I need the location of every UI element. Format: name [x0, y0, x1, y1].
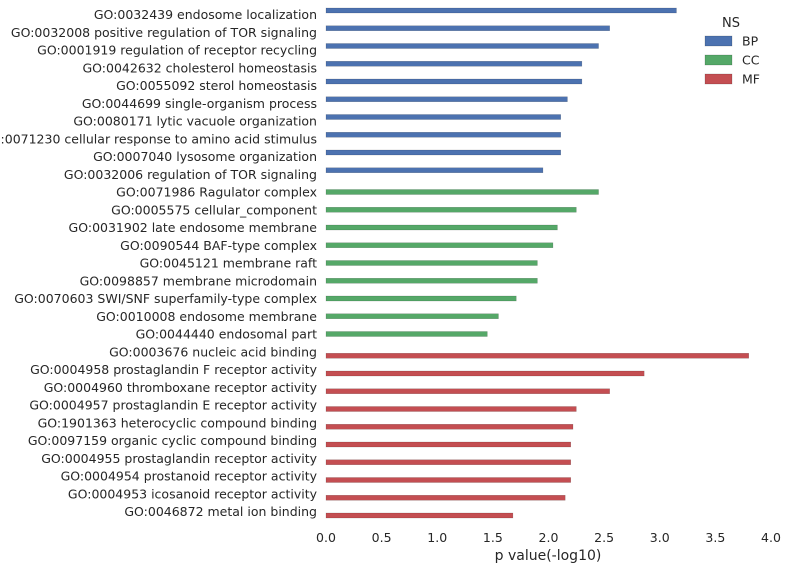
x-tick-label: 4.0	[761, 530, 781, 545]
category-label: GO:0003676 nucleic acid binding	[109, 344, 317, 359]
bar-mf	[325, 477, 571, 483]
legend-label-mf: MF	[742, 72, 760, 87]
bar-cc	[325, 189, 599, 195]
category-label: GO:0080171 lytic vacuole organization	[73, 114, 317, 129]
category-label: GO:0046872 metal ion binding	[124, 504, 317, 519]
category-label: GO:0042632 cholesterol homeostasis	[83, 60, 318, 75]
category-label: GO:0044440 endosomal part	[136, 327, 318, 342]
category-label: GO:0010008 endosome membrane	[96, 309, 317, 324]
bar-bp	[325, 61, 583, 67]
legend-swatch-bp	[704, 35, 733, 47]
bar-bp	[325, 96, 568, 102]
bars-group	[325, 7, 749, 519]
bar-mf	[325, 406, 577, 412]
legend-swatch-mf	[704, 73, 733, 85]
x-axis-ticks: 0.0 0.5 1.0 1.5 2.0 2.5 3.0 3.5 4.0	[316, 530, 781, 545]
bar-bp	[325, 25, 610, 31]
category-label: GO:0055092 sterol homeostasis	[116, 78, 317, 93]
category-label: GO:0045121 membrane raft	[140, 256, 318, 271]
category-label: GO:0032439 endosome localization	[94, 7, 317, 22]
bar-cc	[325, 295, 517, 302]
bar-bp	[325, 167, 544, 173]
category-label: GO:0090544 BAF-type complex	[120, 238, 317, 253]
bar-mf	[325, 459, 571, 465]
legend: NS BP CC MF	[704, 16, 760, 87]
category-label: GO:0098857 membrane microdomain	[80, 273, 317, 288]
x-tick-label: 1.5	[483, 530, 503, 545]
category-label: GO:0031902 late endosome membrane	[69, 220, 318, 235]
category-label: GO:0004953 icosanoid receptor activity	[68, 486, 318, 501]
bar-cc	[325, 260, 538, 266]
x-tick-label: 2.5	[594, 530, 614, 545]
category-label: GO:0004960 thromboxane receptor activity	[44, 380, 318, 395]
category-label: GO:1901363 heterocyclic compound binding	[38, 415, 317, 430]
bar-mf	[325, 441, 571, 448]
category-label: GO:0032006 regulation of TOR signaling	[64, 167, 317, 182]
bar-bp	[325, 114, 561, 120]
x-tick-label: 0.5	[372, 530, 392, 545]
category-label: GO:0097159 organic cyclic compound bindi…	[28, 433, 317, 448]
category-labels: GO:0032439 endosome localization GO:00320…	[0, 7, 318, 519]
x-axis-label: p value(-log10)	[495, 548, 602, 564]
legend-title: NS	[722, 16, 740, 31]
category-label: GO:0071986 Ragulator complex	[116, 185, 317, 200]
bar-mf	[325, 495, 566, 501]
bar-cc	[325, 313, 499, 319]
bar-cc	[325, 331, 488, 337]
bar-bp	[325, 7, 677, 14]
category-label: GO:0032008 positive regulation of TOR si…	[11, 25, 317, 40]
category-label: GO:0070603 SWI/SNF superfamily-type comp…	[14, 291, 317, 306]
bar-mf	[325, 353, 749, 359]
bar-bp	[325, 132, 561, 138]
x-tick-label: 1.0	[427, 530, 447, 545]
x-tick-label: 2.0	[539, 530, 559, 545]
bar-mf	[325, 370, 645, 377]
category-label: GO:0004958 prostaglandin F receptor acti…	[30, 362, 318, 377]
category-label: GO:0004955 prostaglandin receptor activi…	[41, 451, 317, 466]
bar-cc	[325, 278, 538, 284]
bar-cc	[325, 224, 558, 231]
bar-mf	[325, 512, 514, 519]
category-label: GO:0007040 lysosome organization	[93, 149, 317, 164]
bar-bp	[325, 43, 599, 49]
x-tick-label: 0.0	[316, 530, 336, 545]
x-tick-label: 3.5	[705, 530, 725, 545]
bar-bp	[325, 149, 561, 156]
category-label: GO:0004954 prostanoid receptor activity	[61, 469, 318, 484]
bar-cc	[325, 207, 577, 213]
x-tick-label: 3.0	[650, 530, 670, 545]
category-label: GO:0004957 prostaglandin E receptor acti…	[29, 398, 317, 413]
category-label: GO:0005575 cellular_component	[111, 202, 317, 217]
bar-cc	[325, 242, 554, 248]
legend-swatch-cc	[704, 54, 733, 66]
legend-label-cc: CC	[742, 53, 760, 68]
category-label: GO:0001919 regulation of receptor recycl…	[37, 43, 317, 58]
bar-bp	[325, 78, 583, 85]
bar-mf	[325, 388, 610, 394]
category-label: GO:0044699 single-organism process	[82, 96, 317, 111]
bar-mf	[325, 424, 574, 430]
legend-label-bp: BP	[742, 34, 759, 49]
category-label: GO:0071230 cellular response to amino ac…	[0, 131, 317, 146]
